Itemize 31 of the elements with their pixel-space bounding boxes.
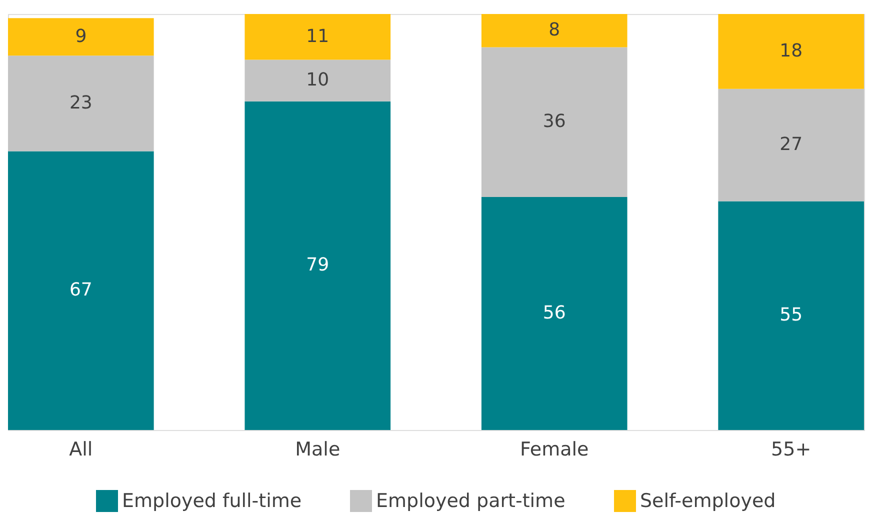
- x-tick-label: Female: [520, 438, 589, 460]
- data-label: 23: [69, 92, 92, 114]
- data-label: 18: [780, 40, 803, 62]
- bar: [8, 56, 154, 152]
- x-tick-label: All: [69, 438, 93, 460]
- legend-label: Employed part-time: [376, 490, 566, 512]
- bar: [481, 47, 628, 198]
- bar: [8, 151, 154, 430]
- bar: [8, 18, 154, 56]
- data-label: 55: [780, 304, 803, 326]
- data-label: 11: [306, 26, 330, 47]
- bar: [244, 60, 391, 102]
- legend-label: Employed full-time: [122, 490, 302, 512]
- data-label: 67: [69, 280, 92, 301]
- legend-label: Self-employed: [640, 490, 776, 512]
- data-label: 10: [306, 70, 330, 91]
- x-tick-label: 55+: [771, 438, 812, 460]
- bar: [244, 101, 391, 430]
- bar: [481, 14, 628, 48]
- bar: [718, 14, 864, 89]
- bar: [718, 88, 864, 202]
- bar: [718, 201, 864, 430]
- data-label: 9: [75, 26, 87, 47]
- data-label: 56: [542, 302, 566, 324]
- x-tick-label: Male: [295, 438, 340, 460]
- bar: [481, 197, 628, 430]
- bar: [244, 14, 391, 60]
- data-label: 27: [780, 134, 803, 156]
- data-label: 36: [542, 111, 566, 132]
- data-label: 79: [306, 254, 330, 276]
- data-label: 8: [548, 20, 560, 41]
